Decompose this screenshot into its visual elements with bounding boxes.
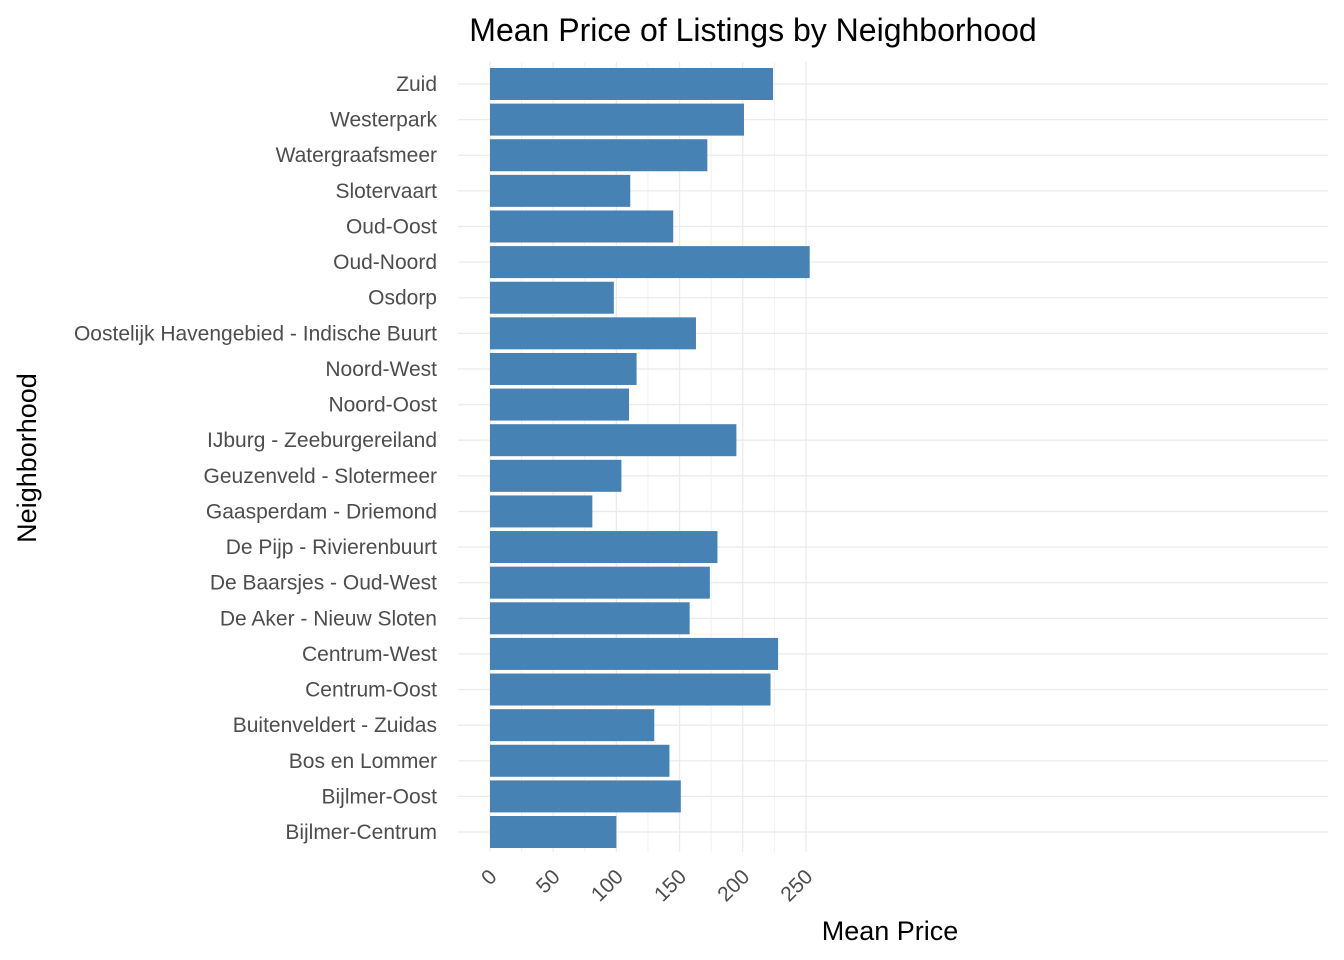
bar bbox=[490, 317, 696, 350]
bar bbox=[490, 281, 614, 314]
bar bbox=[490, 459, 622, 492]
y-tick-label: Osdorp bbox=[368, 287, 437, 310]
bar bbox=[490, 673, 771, 706]
bar bbox=[490, 174, 631, 207]
bar bbox=[490, 637, 779, 670]
bar bbox=[490, 709, 655, 742]
y-tick-label: De Aker - Nieuw Sloten bbox=[220, 607, 437, 630]
bar bbox=[490, 139, 708, 172]
bar bbox=[490, 103, 744, 136]
bar bbox=[490, 352, 637, 385]
bar bbox=[490, 246, 810, 279]
y-tick-label: Buitenveldert - Zuidas bbox=[233, 714, 437, 737]
bar bbox=[490, 816, 617, 849]
x-tick-label: 50 bbox=[532, 865, 565, 898]
bar bbox=[490, 531, 718, 564]
y-tick-label: Noord-West bbox=[325, 358, 437, 381]
y-tick-label: Slotervaart bbox=[335, 180, 437, 203]
chart-title: Mean Price of Listings by Neighborhood bbox=[469, 12, 1036, 48]
y-tick-label: Oud-Oost bbox=[346, 215, 437, 238]
bars bbox=[490, 68, 810, 849]
x-tick-label: 150 bbox=[650, 865, 691, 906]
y-tick-label: De Pijp - Rivierenbuurt bbox=[226, 536, 437, 559]
y-tick-labels: Zuid Westerpark Watergraafsmeer Slotervaart… bbox=[74, 73, 438, 844]
bar bbox=[490, 68, 774, 100]
bar bbox=[490, 566, 710, 599]
y-tick-label: Bijlmer-Oost bbox=[321, 785, 437, 808]
bar bbox=[490, 744, 670, 777]
x-tick-label: 100 bbox=[587, 865, 628, 906]
y-tick-label: Oud-Noord bbox=[333, 251, 437, 274]
x-tick-labels: 0 50 100 150 200 250 bbox=[477, 865, 817, 906]
bar bbox=[490, 424, 737, 457]
x-tick-label: 250 bbox=[776, 865, 817, 906]
y-axis-title: Neighborhood bbox=[12, 373, 42, 543]
y-tick-label: Geuzenveld - Slotermeer bbox=[204, 465, 437, 488]
y-tick-label: Bos en Lommer bbox=[289, 750, 437, 773]
y-tick-label: Gaasperdam - Driemond bbox=[206, 500, 437, 523]
y-tick-label: De Baarsjes - Oud-West bbox=[210, 572, 437, 595]
bar bbox=[490, 495, 593, 528]
x-axis-title: Mean Price bbox=[822, 916, 959, 946]
y-tick-label: IJburg - Zeeburgereiland bbox=[207, 429, 437, 452]
bar bbox=[490, 388, 629, 421]
y-tick-label: Zuid bbox=[396, 73, 437, 96]
bar bbox=[490, 602, 690, 635]
bar bbox=[490, 780, 681, 813]
x-tick-label: 0 bbox=[477, 865, 502, 890]
y-tick-label: Centrum-West bbox=[302, 643, 437, 666]
y-tick-label: Noord-Oost bbox=[328, 394, 437, 417]
y-tick-label: Centrum-Oost bbox=[305, 679, 437, 702]
x-tick-label: 200 bbox=[713, 865, 754, 906]
y-tick-label: Oostelijk Havengebied - Indische Buurt bbox=[74, 322, 437, 345]
y-tick-label: Bijlmer-Centrum bbox=[285, 821, 437, 844]
y-tick-label: Westerpark bbox=[330, 109, 437, 132]
bar bbox=[490, 210, 674, 243]
y-tick-label: Watergraafsmeer bbox=[276, 144, 437, 167]
